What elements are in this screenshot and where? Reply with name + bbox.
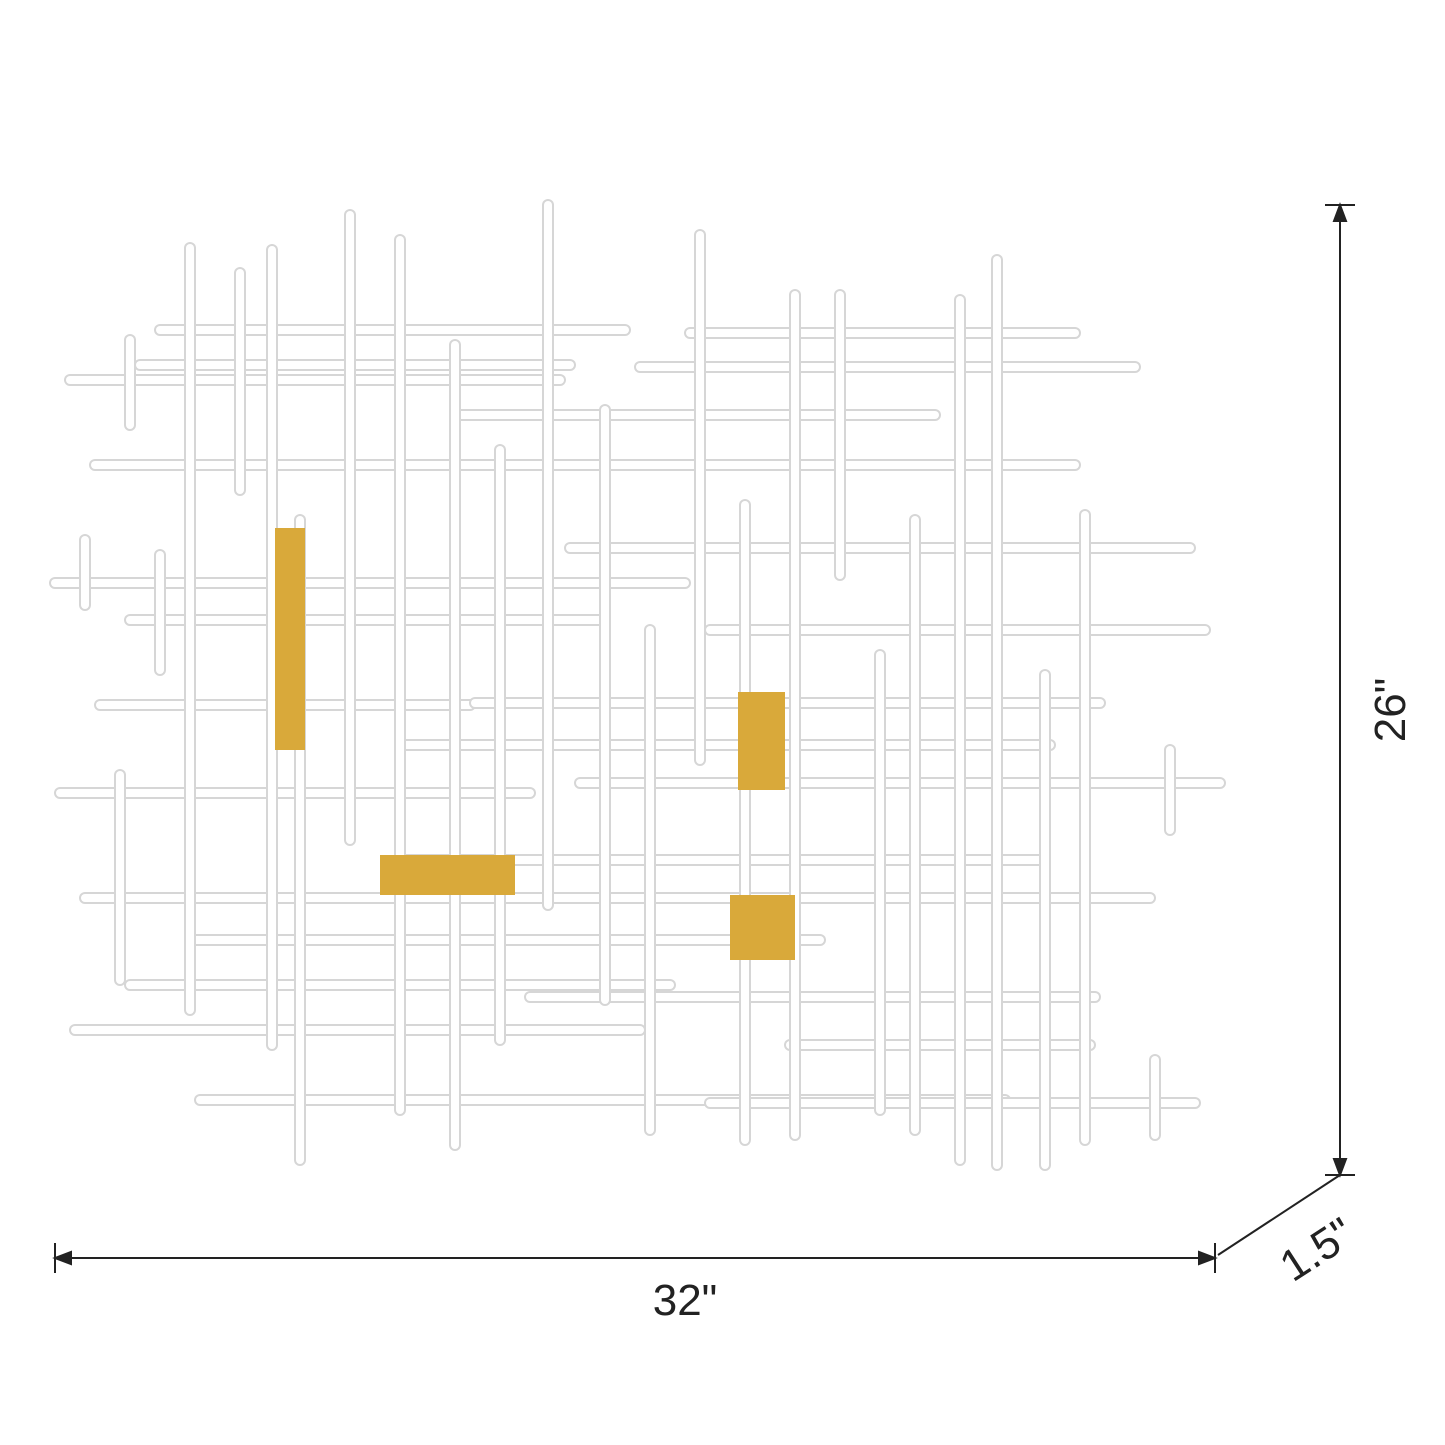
depth-arrow — [1217, 1174, 1341, 1256]
gold-patch — [380, 855, 515, 895]
gold-patch — [738, 692, 785, 790]
arrowheads — [52, 1250, 1218, 1266]
arrowheads — [1332, 202, 1348, 1178]
gold-patch — [275, 528, 305, 750]
width-label: 32" — [653, 1276, 718, 1325]
height-label: 26" — [1366, 678, 1415, 743]
gold-patch — [730, 895, 795, 960]
gold-accents — [275, 528, 795, 960]
dimension-lines — [52, 202, 1355, 1273]
sculpture — [49, 199, 1226, 1171]
